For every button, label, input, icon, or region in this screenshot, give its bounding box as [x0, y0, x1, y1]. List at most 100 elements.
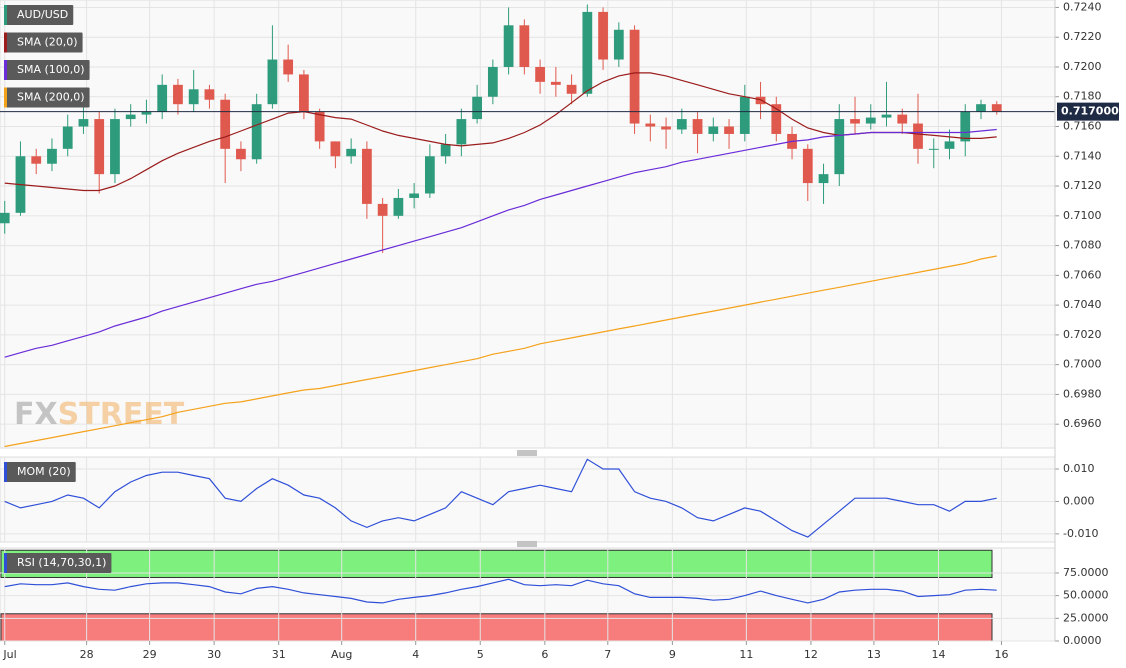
- candle-body: [393, 197, 404, 216]
- x-tick-label: 30: [207, 648, 221, 661]
- candle-body: [503, 25, 514, 67]
- candle-body: [692, 119, 703, 134]
- y-tick-label: 0.7020: [1063, 328, 1102, 341]
- candle-body: [472, 96, 482, 120]
- candle-body: [676, 119, 687, 130]
- series-line: [4, 72, 997, 192]
- candle-body: [125, 114, 136, 120]
- candle-body: [330, 141, 341, 157]
- y-tick-label: 0.7040: [1063, 298, 1102, 311]
- panel-resize-handle[interactable]: [517, 450, 537, 456]
- legend-box: [4, 60, 90, 80]
- candle-body: [220, 99, 231, 149]
- x-tick-label: 6: [541, 648, 548, 661]
- x-tick-label: 5: [477, 648, 484, 661]
- legend-swatch: [4, 5, 7, 25]
- candle-body: [834, 119, 845, 175]
- series-line: [4, 578, 997, 604]
- mom-panel: [0, 456, 1056, 543]
- candle-body: [314, 111, 325, 142]
- x-tick-label: 11: [739, 648, 753, 661]
- y-tick-label: 0.7060: [1063, 268, 1102, 281]
- y-tick-label: 0.7140: [1063, 149, 1102, 162]
- candle-body: [818, 174, 829, 184]
- candle-body: [409, 193, 420, 198]
- y-tick-label: 0.6960: [1063, 417, 1102, 430]
- legend-swatch: [4, 60, 7, 80]
- candle-body: [739, 96, 750, 134]
- candle-body: [881, 114, 892, 118]
- watermark-part: FX: [14, 397, 58, 432]
- x-tick-label: 7: [604, 648, 611, 661]
- y-tick-label: 0.7000: [1063, 358, 1102, 371]
- series-line: [4, 128, 997, 358]
- candle-body: [0, 212, 10, 224]
- legend-box: [4, 32, 83, 53]
- candle-body: [535, 66, 545, 82]
- candle-body: [377, 203, 388, 216]
- candle-body: [283, 59, 294, 75]
- legend-swatch: [4, 32, 7, 53]
- candle-body: [236, 148, 246, 160]
- candle-body: [897, 114, 908, 124]
- candle-body: [487, 66, 498, 97]
- candle-body: [62, 126, 73, 149]
- candle-body: [110, 119, 120, 175]
- candle-body: [598, 11, 608, 60]
- candle-body: [755, 96, 766, 105]
- y-tick-label: 0.6980: [1063, 387, 1102, 400]
- candle-body: [251, 104, 262, 160]
- candle-body: [724, 126, 734, 134]
- candle-body: [960, 111, 971, 142]
- legend-swatch: [4, 553, 7, 573]
- legend-box: [4, 5, 74, 25]
- y-tick-label: 0.7200: [1063, 60, 1102, 73]
- candle-body: [47, 148, 57, 164]
- y-tick-label: 0.7080: [1063, 239, 1102, 252]
- legend-label: SMA (20,0): [17, 36, 78, 49]
- y-tick-label: 50.0000: [1063, 589, 1109, 602]
- x-tick-label: 13: [867, 648, 881, 661]
- candle-body: [440, 144, 451, 157]
- candle-body: [629, 29, 640, 124]
- watermark: FXSTREET: [14, 397, 185, 432]
- x-tick-label: 9: [669, 648, 676, 661]
- legend-label: SMA (100,0): [17, 63, 85, 76]
- candle-body: [944, 141, 955, 149]
- legend-box: [4, 87, 90, 108]
- candle-body: [456, 119, 467, 145]
- y-tick-label: 25.0000: [1063, 611, 1109, 624]
- candle-body: [928, 148, 939, 150]
- series-line: [4, 458, 997, 538]
- last-price-box: [1057, 102, 1119, 121]
- candle-body: [865, 117, 876, 124]
- y-tick-label: 0.7100: [1063, 209, 1102, 222]
- x-tick-label: 14: [931, 648, 945, 661]
- candle-body: [299, 74, 309, 112]
- watermark-part: STREET: [58, 397, 185, 432]
- candle-body: [566, 84, 577, 94]
- candle-body: [424, 156, 435, 194]
- x-tick-label: 29: [143, 648, 157, 661]
- y-tick-label: 0.7240: [1063, 0, 1102, 13]
- candle-body: [78, 119, 89, 127]
- candle-body: [582, 11, 593, 94]
- panel-resize-handle[interactable]: [517, 541, 537, 547]
- candle-body: [157, 84, 168, 112]
- candle-body: [550, 81, 561, 85]
- x-tick-label: 28: [80, 648, 94, 661]
- candle-body: [991, 104, 1002, 112]
- x-tick-label: 16: [994, 648, 1008, 661]
- candle-body: [31, 156, 42, 164]
- x-tick-label: Jul: [2, 648, 16, 661]
- y-tick-label: -0.010: [1063, 527, 1098, 540]
- candle-body: [771, 104, 782, 134]
- x-tick-label: 31: [272, 648, 286, 661]
- legend-swatch: [4, 87, 7, 108]
- main-panel: [0, 0, 1056, 449]
- candle-body: [204, 89, 215, 100]
- candle-body: [802, 148, 813, 184]
- candle-body: [645, 123, 656, 127]
- x-tick-label: 4: [412, 648, 419, 661]
